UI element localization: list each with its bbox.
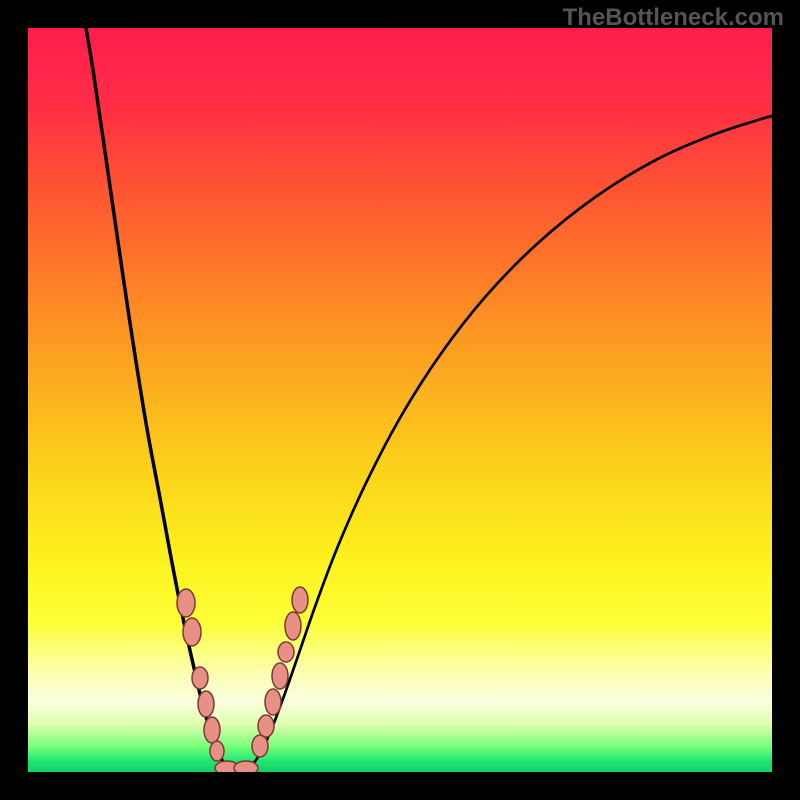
watermark-text: TheBottleneck.com bbox=[563, 4, 784, 32]
marker-right-2 bbox=[265, 689, 281, 715]
marker-left-4 bbox=[204, 717, 220, 743]
marker-left-0 bbox=[177, 589, 195, 617]
marker-left-1 bbox=[183, 618, 201, 646]
marker-right-3 bbox=[272, 663, 288, 689]
marker-right-6 bbox=[292, 587, 308, 613]
marker-left-5 bbox=[210, 741, 224, 761]
marker-right-5 bbox=[285, 612, 301, 640]
marker-left-2 bbox=[192, 667, 208, 689]
marker-right-4 bbox=[278, 642, 294, 662]
plot-area bbox=[28, 28, 772, 772]
curve-right bbox=[238, 116, 772, 772]
curve-left bbox=[86, 28, 238, 772]
marker-right-0 bbox=[252, 735, 268, 757]
marker-right-1 bbox=[258, 715, 274, 737]
curve-layer bbox=[28, 28, 772, 772]
marker-left-3 bbox=[198, 691, 214, 717]
marker-bottom-1 bbox=[234, 761, 258, 772]
